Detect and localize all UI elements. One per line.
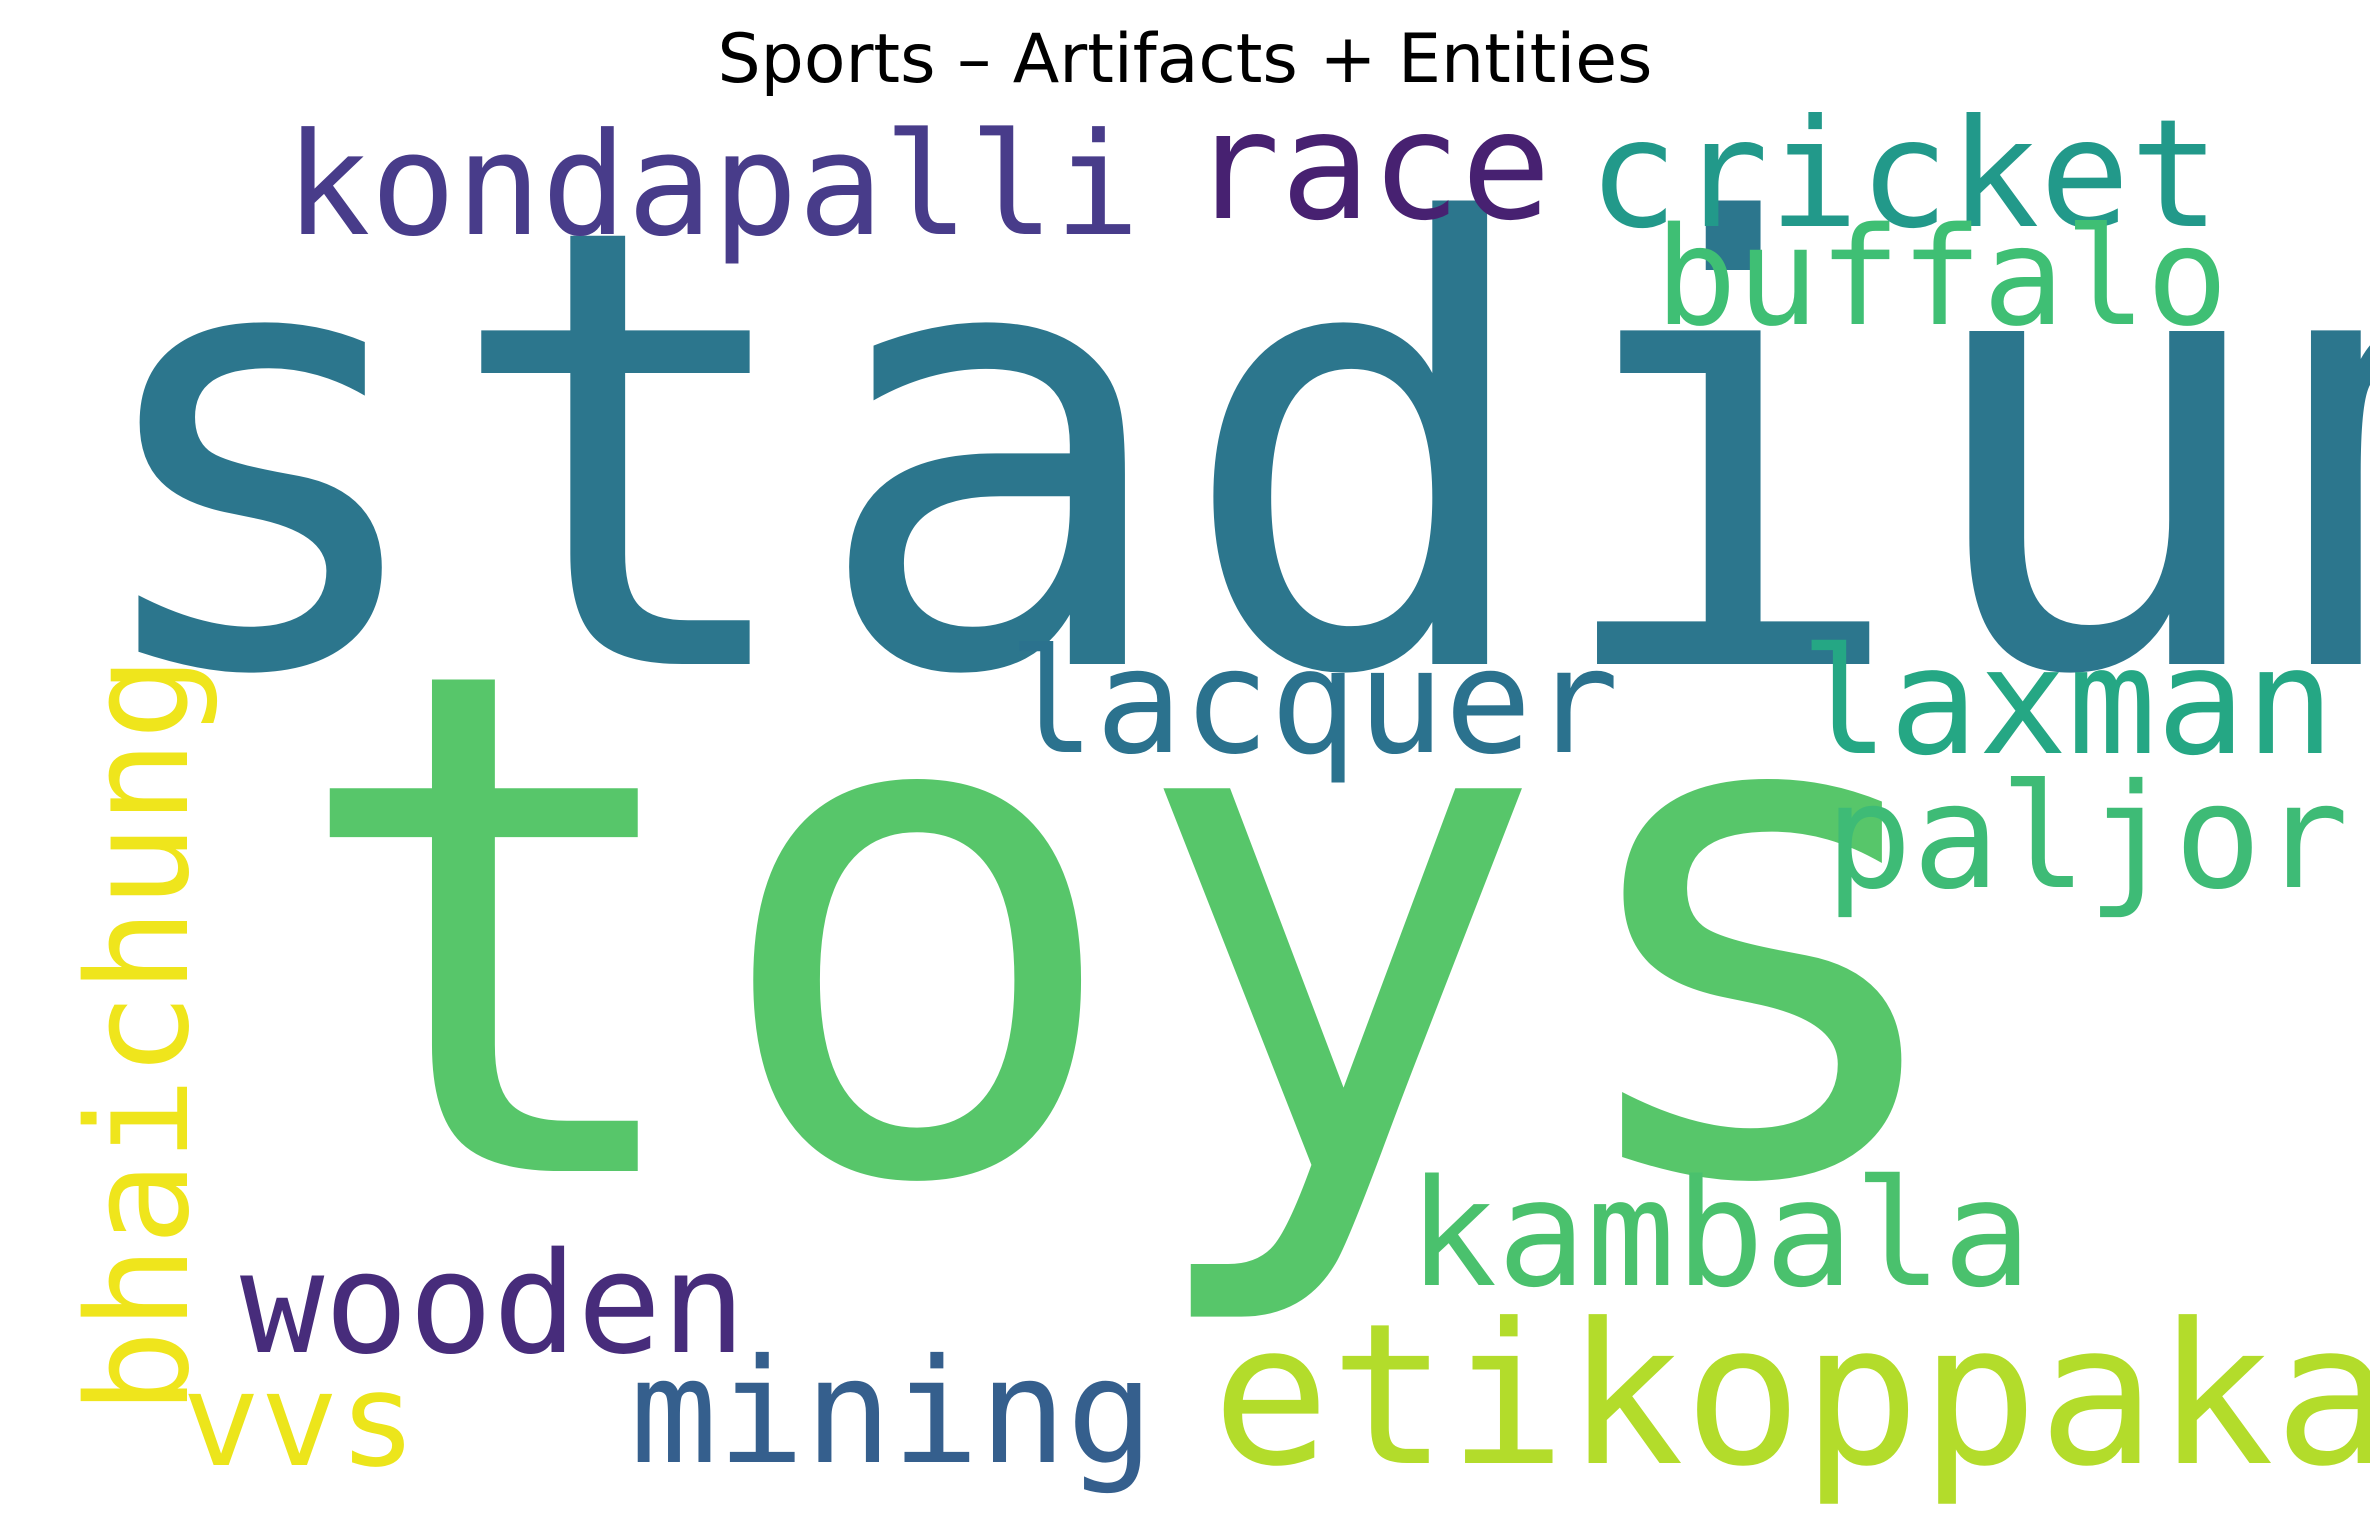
word-paljor: paljor (1825, 753, 2349, 922)
chart-title: Sports – Artifacts + Entities (717, 20, 1653, 99)
word-toys: toys (285, 522, 1971, 1337)
word-cricket: cricket (1588, 88, 2221, 262)
word-buffalo: buffalo (1655, 199, 2229, 357)
word-race: race (1190, 80, 1552, 254)
word-stadium: stadium (75, 98, 2370, 808)
word-vvs: vvs (182, 1344, 417, 1496)
word-mining: mining (630, 1328, 1154, 1497)
word-lacquer: lacquer (1008, 618, 1620, 787)
word-kambala: kambala (1408, 1148, 2032, 1320)
word-wooden: wooden (240, 1223, 746, 1386)
word-bhaichung: bhaichung (58, 655, 221, 1415)
word-etikoppaka: etikoppaka (1212, 1282, 2370, 1510)
word-laxman: laxman (1800, 616, 2335, 788)
word-kondapalli: kondapalli (285, 103, 1140, 268)
